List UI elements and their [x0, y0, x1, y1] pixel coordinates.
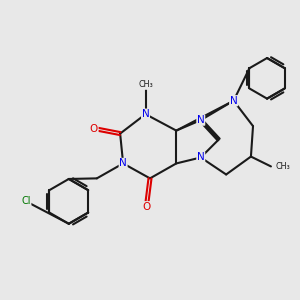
Text: O: O — [90, 124, 98, 134]
Text: O: O — [142, 202, 151, 212]
Text: N: N — [119, 158, 127, 168]
Text: N: N — [230, 96, 238, 106]
Text: N: N — [142, 109, 149, 119]
Text: N: N — [197, 115, 205, 125]
Text: CH₃: CH₃ — [138, 80, 153, 89]
Text: CH₃: CH₃ — [275, 162, 290, 171]
Text: Cl: Cl — [21, 196, 31, 206]
Text: N: N — [197, 152, 205, 163]
